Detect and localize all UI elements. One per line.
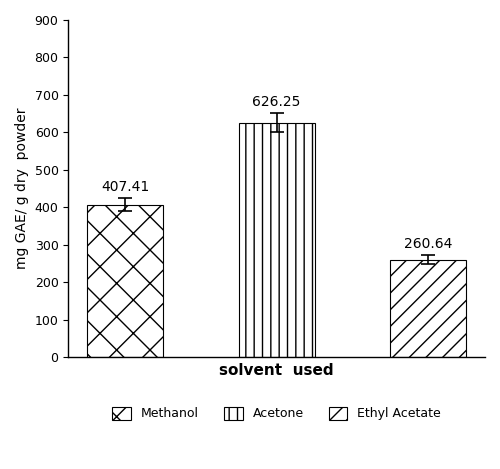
X-axis label: solvent  used: solvent used xyxy=(220,363,334,378)
Bar xyxy=(87,204,163,357)
Text: 260.64: 260.64 xyxy=(404,237,452,251)
Legend: Methanol, Acetone, Ethyl Acetate: Methanol, Acetone, Ethyl Acetate xyxy=(107,401,446,425)
Text: 626.25: 626.25 xyxy=(252,96,301,109)
Y-axis label: mg GAE/ g dry  powder: mg GAE/ g dry powder xyxy=(15,108,29,269)
Text: 407.41: 407.41 xyxy=(101,180,149,194)
Bar xyxy=(390,260,466,357)
Bar xyxy=(239,122,314,357)
